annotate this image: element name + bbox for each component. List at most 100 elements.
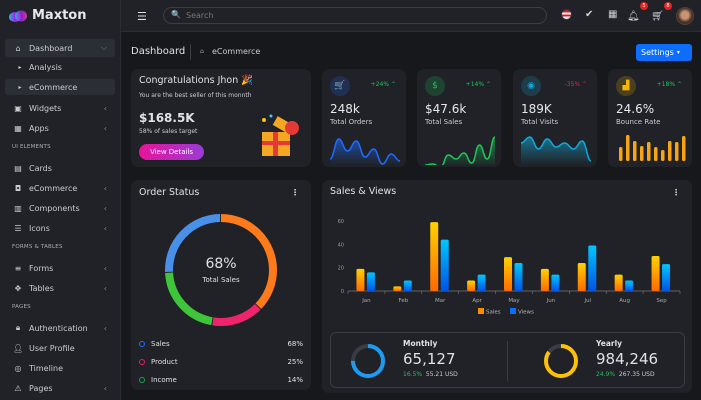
donut-segment <box>165 214 277 326</box>
bar-views <box>440 239 449 291</box>
apps-grid-icon[interactable]: ▦ <box>608 9 618 20</box>
bar-sales <box>504 257 512 291</box>
stat-label: Bounce Rate <box>616 118 661 126</box>
gift-icon <box>262 114 299 156</box>
sidebar-item-dashboard[interactable]: ⌂ Dashboard ⌵ <box>5 39 115 57</box>
menu-toggle-icon[interactable]: ☰ <box>137 10 147 23</box>
legend-label: Product <box>151 358 178 366</box>
bar-views <box>662 264 671 291</box>
caret-right-icon: ▸ <box>18 63 22 71</box>
congrats-title: Congratulations Jhon 🎉 <box>139 75 254 86</box>
bell-icon[interactable]: 🔔︎ <box>627 11 640 22</box>
sidebar-item-label: Tables <box>29 283 54 293</box>
sidebar-item-label: eCommerce <box>29 183 78 193</box>
sidebar-item-tables[interactable]: ✥ Tables ‹ <box>5 279 115 297</box>
search-icon: 🔍 <box>171 10 181 19</box>
donut-center-value: 68% <box>205 256 237 272</box>
bar-views <box>366 272 375 291</box>
home-icon: ⌂ <box>200 48 204 55</box>
settings-button[interactable]: Settings ▾ <box>636 44 692 61</box>
warning-icon: ⚠ <box>14 383 22 393</box>
sidebar-item-label: User Profile <box>29 343 75 353</box>
sparkbar <box>661 150 665 161</box>
view-details-button[interactable]: View Details <box>139 144 204 160</box>
congrats-note: 58% of sales target <box>139 128 198 135</box>
sales-views-card: Sales & Views ⋮ 0 20 40 60 Jan Feb Mar Apr May Ju… <box>322 180 692 393</box>
stat-card: $ +14% ⌃ $47.6k Total Sales <box>417 69 501 167</box>
sidebar-item-forms[interactable]: ≡ Forms ‹ <box>5 259 115 277</box>
summary-box: Monthly 65,127 16.5% 55.21 USD Yearly 98… <box>330 332 685 388</box>
congrats-value: $168.5K <box>139 111 195 125</box>
sparkbar <box>654 147 658 161</box>
change-badge: +18% ⌃ <box>657 81 682 88</box>
forms-icon: ≡ <box>14 263 22 273</box>
arrow-up-icon: ⌃ <box>581 81 587 88</box>
sales-views-bar-chart: 0 20 40 60 Jan Feb Mar Apr May Jun Jul Aug Sep Sales V… <box>338 219 681 316</box>
sidebar-item-ecommerce[interactable]: ◘ eCommerce ‹ <box>5 179 115 197</box>
summary-label: Yearly <box>596 339 623 348</box>
change-value: -35% <box>564 81 581 88</box>
legend-dot-icon <box>139 377 145 383</box>
search-input[interactable]: Search <box>163 7 547 24</box>
sidebar-item-pages[interactable]: ⚠ Pages ‹ <box>5 379 115 397</box>
us-flag-icon[interactable] <box>561 9 572 20</box>
cart-badge: 8 <box>664 2 672 10</box>
sidebar-item-authentication[interactable]: 🔒︎ Authentication ‹ <box>5 319 115 337</box>
x-tick-label: Jun <box>546 298 556 304</box>
chevron-left-icon: ‹ <box>103 203 107 213</box>
y-tick-label: 0 <box>341 289 344 295</box>
legend-row: Income 14% <box>139 376 303 384</box>
sparkbar <box>633 141 637 161</box>
legend-row: Product 25% <box>139 358 303 366</box>
bar-sales <box>430 222 439 291</box>
caret-down-icon[interactable]: ▾ <box>676 49 680 56</box>
legend-value: 68% <box>287 340 303 348</box>
sales-views-title: Sales & Views <box>330 186 397 197</box>
sidebar-item-label: Forms <box>29 263 54 273</box>
order-status-donut <box>165 214 277 327</box>
x-tick-label: Mar <box>435 298 446 304</box>
sidebar-item-components[interactable]: ▥ Components ‹ <box>5 199 115 217</box>
x-tick-label: May <box>508 298 520 304</box>
more-options-icon[interactable]: ⋮ <box>672 188 680 197</box>
order-status-card: Order Status ⋮ 68% Total Sales Sales 68% P… <box>131 180 311 390</box>
more-options-icon[interactable]: ⋮ <box>291 188 299 197</box>
x-tick-label: Apr <box>472 298 482 304</box>
stat-card: ◉ -35% ⌃ 189K Total Visits <box>513 69 597 167</box>
sidebar-item-analysis[interactable]: ▸ Analysis <box>5 59 115 75</box>
sidebar-item-cards[interactable]: ▤ Cards <box>5 159 115 177</box>
chevron-left-icon: ‹ <box>103 263 107 273</box>
donut-center-label: Total Sales <box>202 276 240 284</box>
cart-icon[interactable]: 🛒︎ <box>651 11 664 22</box>
icons-icon: ☰ <box>14 223 22 233</box>
app-name: Maxton <box>32 8 87 23</box>
order-status-title: Order Status <box>139 187 200 198</box>
sidebar-item-timeline[interactable]: ◎ Timeline <box>5 359 115 377</box>
sparkbar <box>619 147 623 161</box>
x-tick-label: Aug <box>619 298 630 304</box>
chevron-left-icon: ‹ <box>103 103 107 113</box>
breadcrumb-current[interactable]: eCommerce <box>212 47 261 56</box>
legend-row: Sales 68% <box>139 340 303 348</box>
sparkbar <box>640 146 644 161</box>
x-tick-label: Jan <box>361 298 371 304</box>
double-check-icon[interactable]: ✔ <box>585 9 594 20</box>
sidebar-item-ecommerce[interactable]: ▸ eCommerce <box>5 79 115 95</box>
avatar[interactable] <box>676 7 694 25</box>
sidebar-item-apps[interactable]: ▦ Apps ‹ <box>5 119 115 137</box>
bar-sales <box>577 263 586 291</box>
chevron-left-icon: ‹ <box>103 283 107 293</box>
logo-icon <box>9 10 27 22</box>
home-icon: ⌂ <box>15 43 21 53</box>
bar-sales <box>356 268 365 291</box>
sidebar-item-user-profile[interactable]: 👤︎ User Profile <box>5 339 115 357</box>
arrow-up-icon: ⌃ <box>390 81 396 88</box>
sidebar-item-widgets[interactable]: ▣ Widgets ‹ <box>5 99 115 117</box>
progress-ring <box>351 344 385 378</box>
apps-grid-icon: ▦ <box>14 123 22 133</box>
bar-sales <box>467 280 476 291</box>
sidebar-item-icons[interactable]: ☰ Icons ‹ <box>5 219 115 237</box>
cart-icon: 🛒 <box>330 76 350 96</box>
cards-icon: ▤ <box>14 163 22 173</box>
bar-views <box>588 245 597 291</box>
